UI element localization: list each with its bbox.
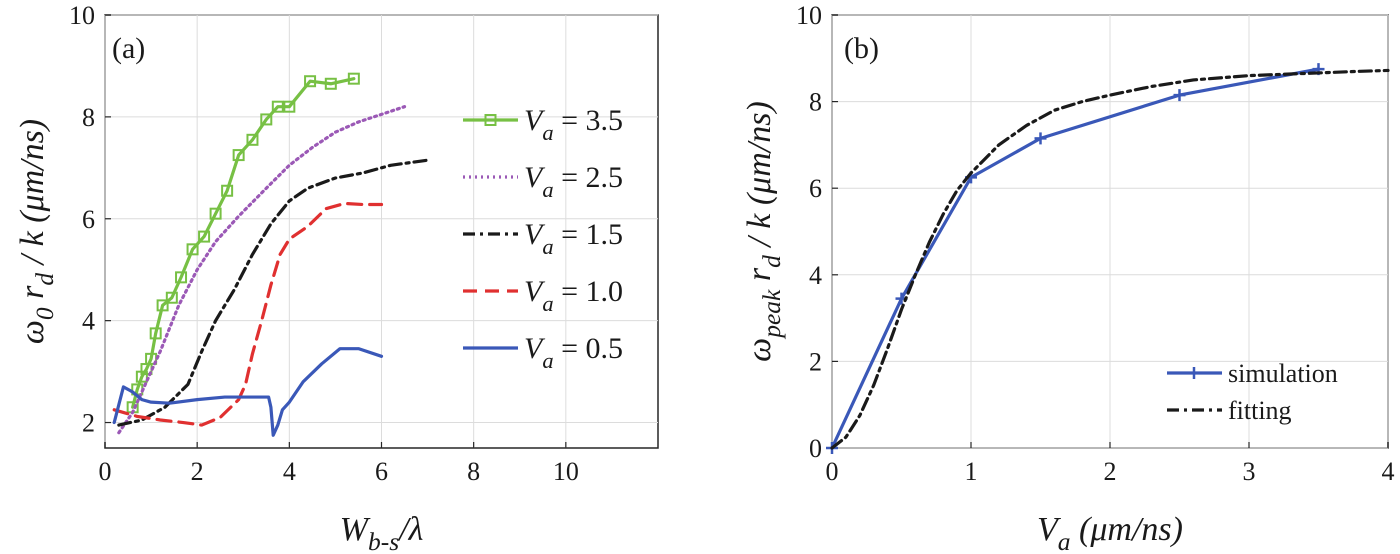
legend-value: = 2.5 <box>554 161 623 194</box>
legend: simulation fitting <box>1167 359 1338 425</box>
data-point-simulation <box>1034 132 1047 145</box>
data-point-v-a-3-5 <box>347 72 360 85</box>
y-axis-label: ωpeak rd / k (μm/ns) <box>741 101 786 362</box>
legend-var-subscript: a <box>542 291 553 316</box>
y-axis-label-subscript: 0 <box>30 307 59 320</box>
legend-value: = 1.0 <box>554 275 623 308</box>
y-tick-label: 4 <box>809 261 822 290</box>
panel-label: (b) <box>844 32 879 65</box>
series-line-v-a-1-0 <box>112 201 384 427</box>
legend-label-fitting: fitting <box>1228 396 1292 425</box>
legend-var: V <box>524 275 546 308</box>
legend-var-subscript: a <box>542 177 553 202</box>
data-point-v-a-3-5 <box>324 77 337 90</box>
data-point-v-a-3-5 <box>175 271 188 284</box>
legend-label-v-a-1-0: Va = 1.0 <box>524 275 623 316</box>
legend-label-v-a-2-5: Va = 2.5 <box>524 161 623 202</box>
data-point-v-a-3-5 <box>304 75 317 88</box>
y-tick-label: 8 <box>82 103 95 132</box>
x-tick-label: 0 <box>99 457 112 486</box>
data-point-v-a-3-5 <box>165 291 178 304</box>
x-axis-label-subscript: a <box>1058 527 1071 554</box>
x-axis-label-part: W <box>340 511 371 548</box>
y-tick-label: 4 <box>82 307 95 336</box>
x-tick-label: 4 <box>1382 457 1395 486</box>
y-tick-label: 0 <box>809 434 822 463</box>
legend-label-v-a-1-5: Va = 1.5 <box>524 218 623 259</box>
legend-marker-v-a-3-5 <box>484 114 497 126</box>
legend-var: V <box>524 332 546 365</box>
legend-var-subscript: a <box>542 348 553 373</box>
data-point-v-a-3-5 <box>198 230 211 243</box>
y-axis-label-part: / k (μm/ns) <box>14 119 51 273</box>
x-tick-label: 6 <box>375 457 388 486</box>
series-line-v-a-1-5 <box>117 158 430 427</box>
x-tick-label: 2 <box>191 457 204 486</box>
data-point-v-a-3-5 <box>186 243 199 256</box>
legend-var-subscript: a <box>542 234 553 259</box>
series-line-v-a-0-5 <box>112 347 384 437</box>
x-axis-label: Va (μm/ns) <box>1037 511 1183 554</box>
x-axis-label-part: (μm/ns) <box>1071 511 1183 548</box>
y-tick-label: 6 <box>82 205 95 234</box>
y-tick-label: 2 <box>809 347 822 376</box>
x-tick-label: 1 <box>965 457 978 486</box>
x-tick-label: 3 <box>1243 457 1256 486</box>
x-axis-label-subscript: b-s <box>368 527 399 554</box>
y-axis-label-part: ω <box>14 320 51 344</box>
x-axis-label-part: /λ <box>397 511 423 548</box>
y-tick-label: 10 <box>69 1 95 30</box>
legend-label-v-a-0-5: Va = 0.5 <box>524 332 623 373</box>
data-point-simulation <box>1173 89 1186 102</box>
x-tick-label: 10 <box>553 457 579 486</box>
series-line-simulation <box>830 67 1321 450</box>
legend-label-v-a-3-5: Va = 3.5 <box>524 104 623 145</box>
series-line-v-a-3-5 <box>131 77 356 409</box>
y-tick-label: 2 <box>82 409 95 438</box>
y-axis-label-subscript: peak <box>757 289 786 340</box>
y-axis-label-part: / k (μm/ns) <box>741 101 778 255</box>
legend-value: = 1.5 <box>554 218 623 251</box>
y-axis-label-part: r <box>741 267 778 290</box>
x-tick-label: 8 <box>467 457 480 486</box>
legend: Va = 3.5Va = 2.5Va = 1.5Va = 1.0Va = 0.5 <box>463 104 623 373</box>
y-axis-label: ω0 rd / k (μm/ns) <box>14 119 59 344</box>
data-point-v-a-3-5 <box>283 100 296 113</box>
legend-var: V <box>524 218 546 251</box>
y-axis-label-subscript: d <box>30 273 59 286</box>
panel-label: (a) <box>112 32 145 65</box>
legend-var: V <box>524 161 546 194</box>
y-tick-label: 6 <box>809 174 822 203</box>
data-point-v-a-3-5 <box>149 327 162 340</box>
data-point-v-a-3-5 <box>271 100 284 113</box>
data-point-v-a-3-5 <box>260 113 273 126</box>
data-point-v-a-3-5 <box>209 207 222 220</box>
data-point-v-a-3-5 <box>232 149 245 162</box>
legend-var-subscript: a <box>542 120 553 145</box>
series-line-fitting <box>830 68 1390 450</box>
y-axis-label-subscript: d <box>757 255 786 268</box>
legend-value: = 3.5 <box>554 104 623 137</box>
legend-var: V <box>524 104 546 137</box>
legend-label-simulation: simulation <box>1228 359 1338 388</box>
x-axis-label: Wb-s/λ <box>340 511 424 554</box>
x-tick-label: 0 <box>826 457 839 486</box>
y-tick-label: 8 <box>809 88 822 117</box>
data-point-v-a-3-5 <box>221 184 234 197</box>
x-tick-label: 2 <box>1104 457 1117 486</box>
y-tick-label: 10 <box>796 1 822 30</box>
legend-value: = 0.5 <box>554 332 623 365</box>
y-axis-label-part: ω <box>741 338 778 362</box>
panel-b: 0 1 2 3 4 0 2 4 6 8 10 (b) Va (μm/ns) ωpeak rd / k (μ… <box>741 1 1395 554</box>
data-point-v-a-3-5 <box>156 299 169 312</box>
data-point-v-a-3-5 <box>246 133 259 146</box>
y-axis-label-part: r <box>14 285 51 308</box>
x-tick-label: 4 <box>283 457 296 486</box>
series-line-v-a-2-5 <box>117 105 407 435</box>
